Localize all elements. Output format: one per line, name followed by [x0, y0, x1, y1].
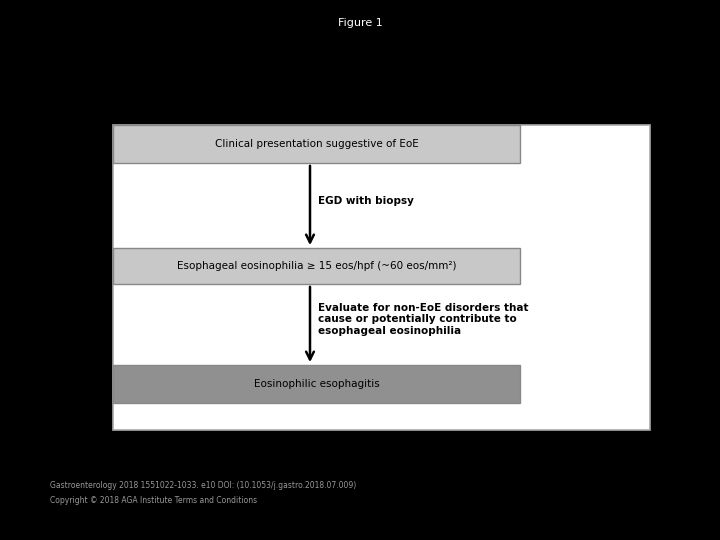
Bar	[113, 125, 650, 430]
Text: Copyright © 2018 AGA Institute Terms and Conditions: Copyright © 2018 AGA Institute Terms and…	[50, 496, 257, 505]
Text: Eosinophilic esophagitis: Eosinophilic esophagitis	[253, 379, 379, 389]
Text: Figure 1: Figure 1	[338, 18, 382, 28]
Bar	[113, 365, 520, 403]
Text: Evaluate for non-EoE disorders that
cause or potentially contribute to
esophagea: Evaluate for non-EoE disorders that caus…	[318, 303, 528, 336]
Bar	[113, 248, 520, 284]
Text: EGD with biopsy: EGD with biopsy	[318, 195, 414, 206]
Bar	[113, 125, 520, 163]
Text: Clinical presentation suggestive of EoE: Clinical presentation suggestive of EoE	[215, 139, 418, 149]
Text: Esophageal eosinophilia ≥ 15 eos/hpf (~60 eos/mm²): Esophageal eosinophilia ≥ 15 eos/hpf (~6…	[176, 261, 456, 271]
Text: Gastroenterology 2018 1551022-1033. e10 DOI: (10.1053/j.gastro.2018.07.009): Gastroenterology 2018 1551022-1033. e10 …	[50, 481, 356, 490]
